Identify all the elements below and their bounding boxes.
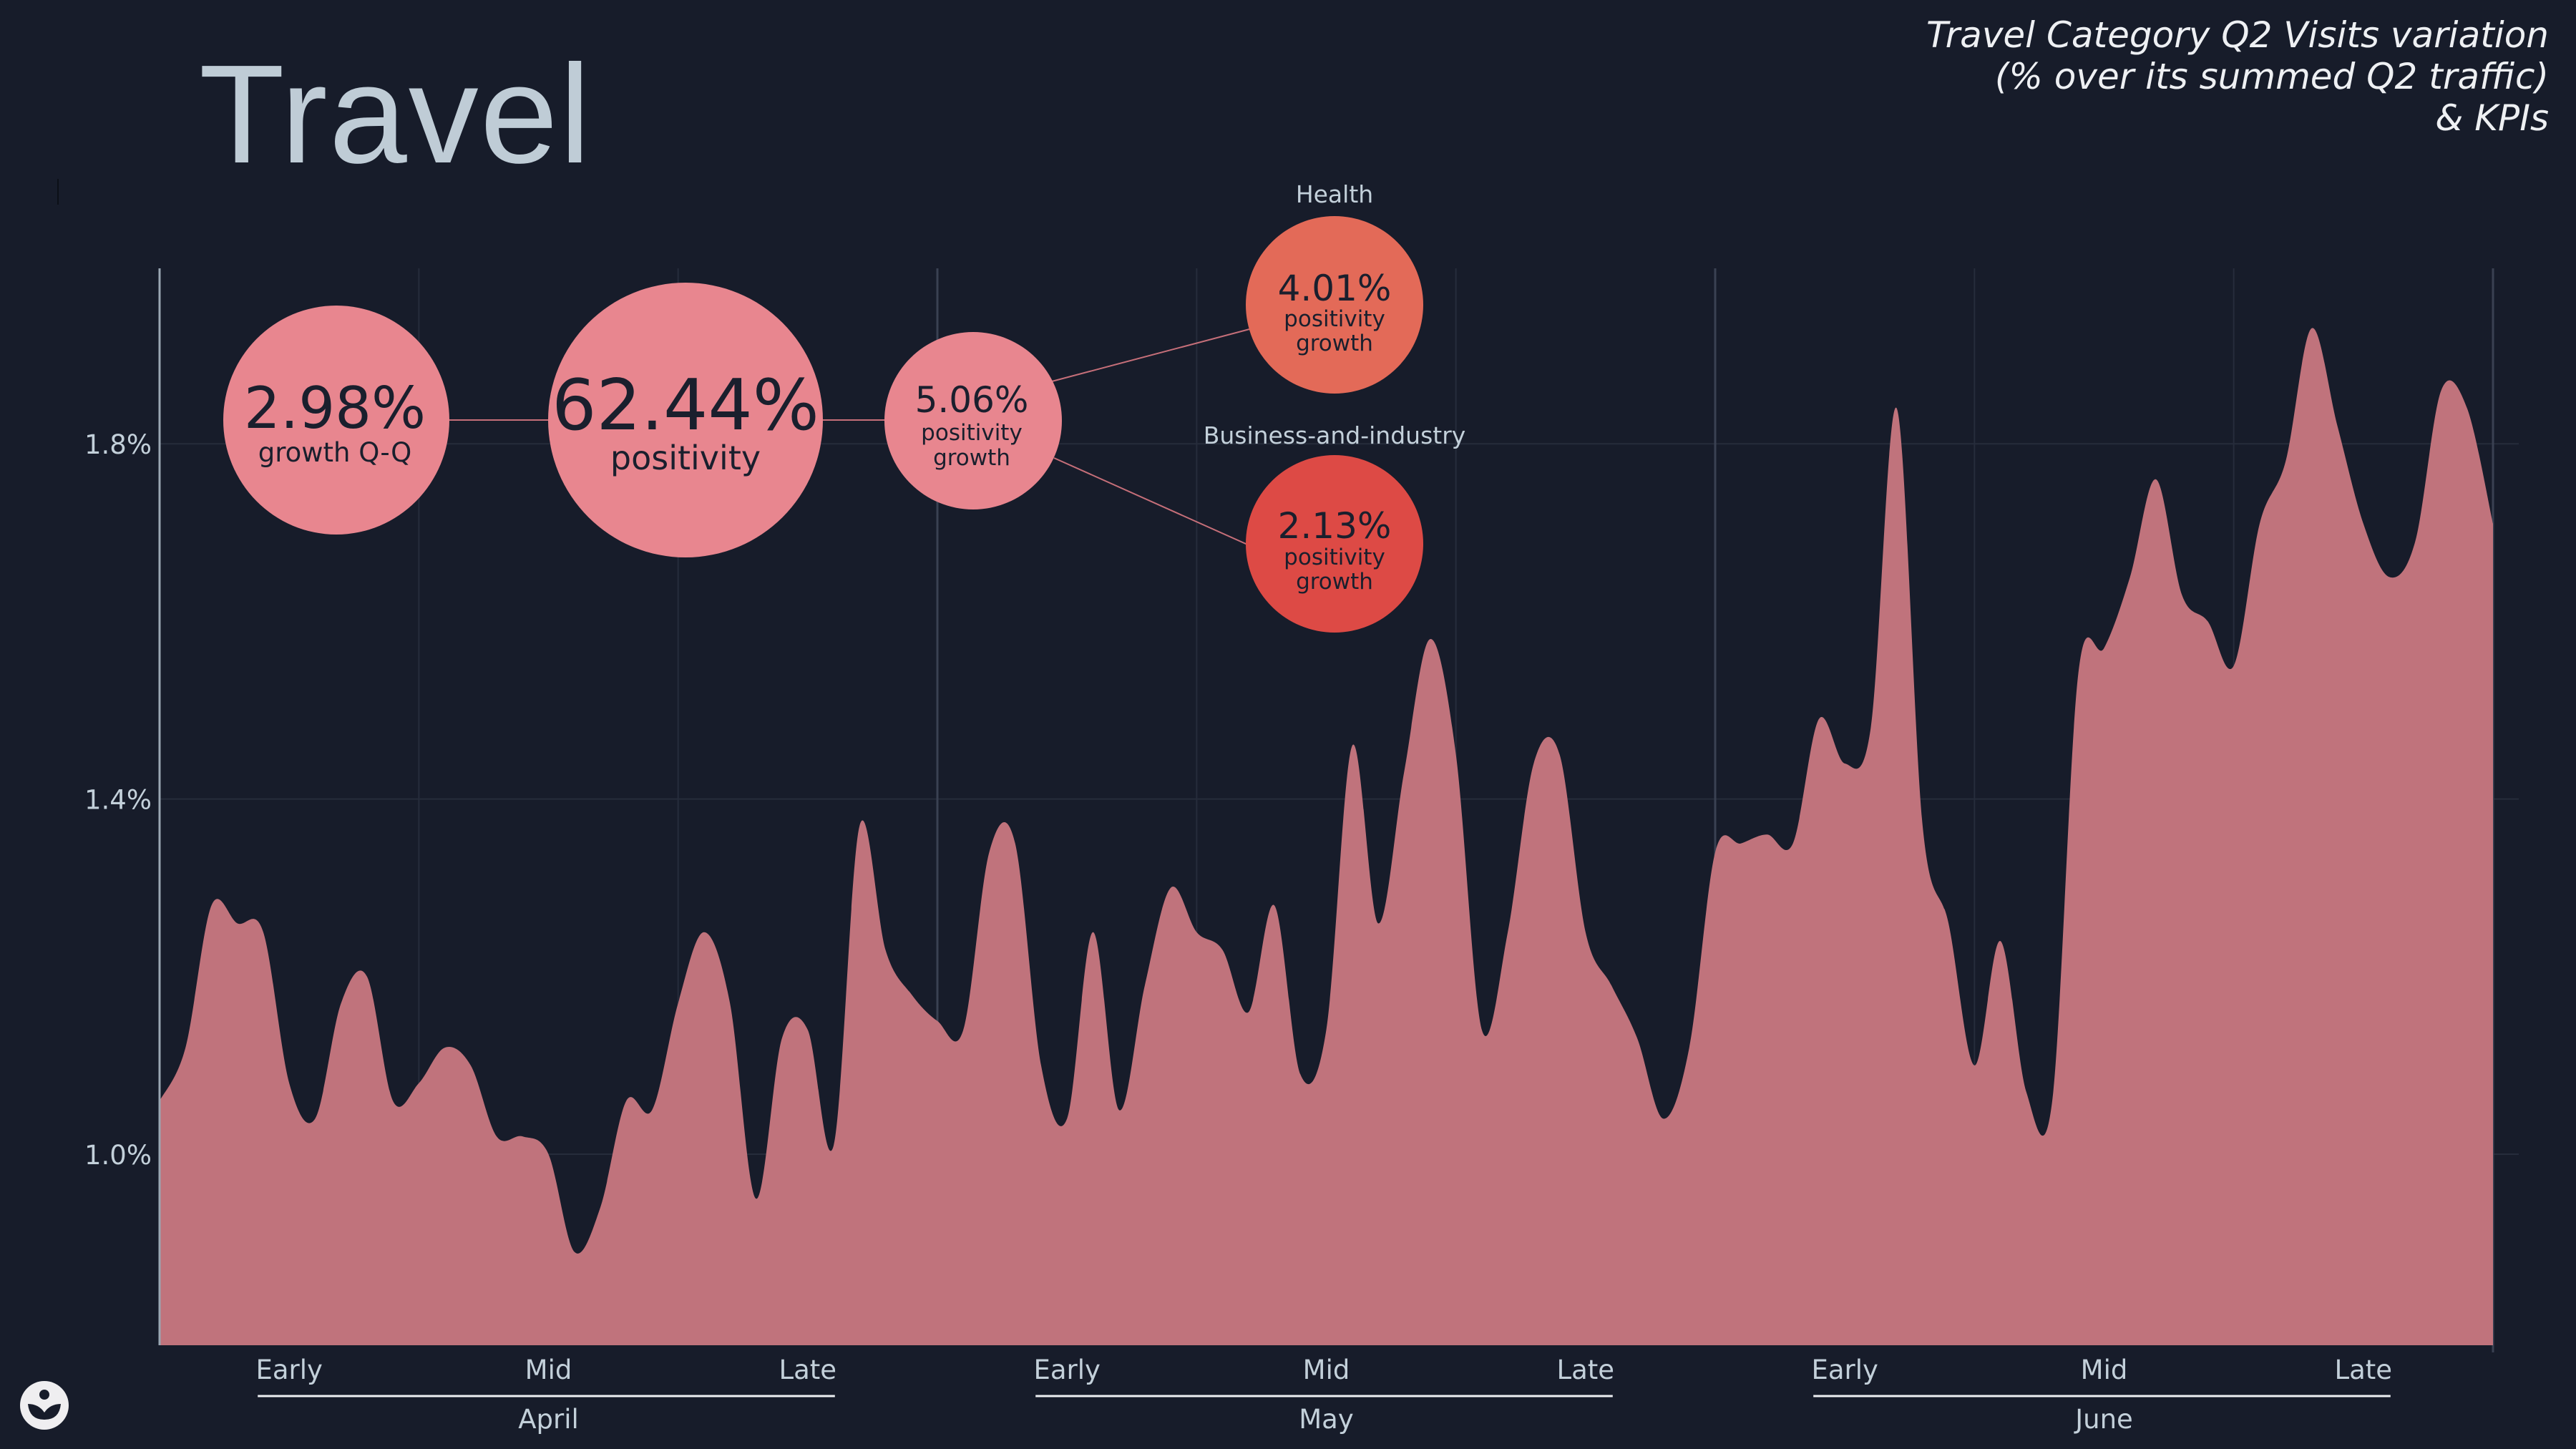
x-period-label: Late [779,1355,837,1385]
x-period-label: Mid [1303,1355,1350,1385]
kpi-positivity-growth-label: positivity [921,420,1023,446]
subtitle-line: Travel Category Q2 Visits variation [1926,14,2549,56]
x-month-label: June [2074,1404,2133,1435]
x-period-label: Mid [525,1355,572,1385]
kpi-positivity-label: positivity [610,439,761,477]
y-tick-label: 1.0% [84,1140,152,1171]
x-period-label: Early [1033,1355,1100,1385]
axis-layer: 1.0% 1.4% 1.8% Early Mid Late April Early Mid Lat… [84,268,2392,1435]
kpi-positivity-value: 62.44% [552,365,819,447]
x-period-label: Late [2335,1355,2393,1385]
area-series-travel [160,328,2493,1346]
x-month-label: April [518,1404,579,1435]
kpi-growth-bubble: 2.98% growth Q-Q [223,306,449,535]
chart-subtitle: Travel Category Q2 Visits variation (% o… [1926,14,2549,139]
subtitle-line: & KPIs [2435,97,2549,139]
kpi-positivity-circle [548,283,823,557]
kpi-positivity-growth-circle [884,332,1062,509]
kpi-growth-circle [223,306,449,535]
kpi-positivity-growth-bubble: 5.06% positivity growth [884,332,1062,509]
x-month-label: May [1299,1404,1354,1435]
related-category-label: Business-and-industry [1204,421,1466,449]
x-period-label: Mid [2081,1355,2128,1385]
related-category-label: Health [1296,180,1373,208]
related-health-label: positivity [1284,306,1385,332]
kpi-connector [1051,328,1253,382]
related-business-label: growth [1296,569,1373,595]
kpi-growth-label: growth Q-Q [258,437,411,468]
brand-logo-icon [20,1381,69,1430]
x-period-label: Early [1811,1355,1878,1385]
kpi-positivity-growth-label: growth [933,445,1010,471]
related-business-value: 2.13% [1278,505,1392,547]
kpi-positivity-growth-value: 5.06% [915,379,1029,421]
related-health-label: growth [1296,331,1373,356]
kpi-layer: 2.98% growth Q-Q 62.44% positivity 5.06%… [223,180,1465,633]
kpi-growth-value: 2.98% [244,375,426,441]
x-period-label: Late [1557,1355,1615,1385]
related-business-label: positivity [1284,545,1385,570]
related-business-circle [1246,455,1423,633]
subtitle-line: (% over its summed Q2 traffic) [1994,56,2549,97]
y-tick-label: 1.8% [84,429,152,460]
related-health-value: 4.01% [1278,268,1392,309]
kpi-positivity-bubble: 62.44% positivity [548,283,823,557]
y-tick-label: 1.4% [84,785,152,816]
decorative-tick [57,179,59,205]
area-layer [160,328,2493,1346]
related-health-circle [1246,216,1423,394]
kpi-related-business: Business-and-industry 2.13% positivity g… [1204,421,1466,633]
kpi-related-health: Health 4.01% positivity growth [1246,180,1423,394]
page-title: Travel [199,36,592,192]
x-period-label: Early [255,1355,322,1385]
kpi-connector [1053,457,1253,547]
